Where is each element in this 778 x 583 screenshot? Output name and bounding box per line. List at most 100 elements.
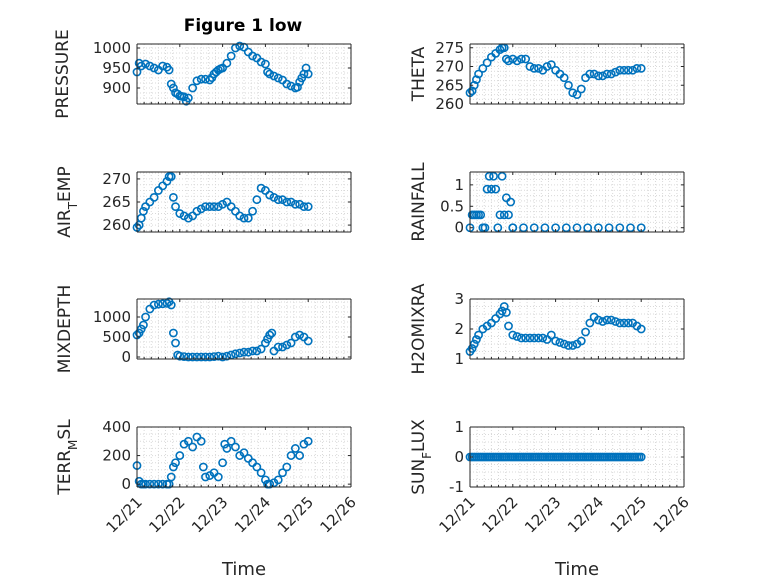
y-tick-label: 0 — [121, 475, 131, 493]
data-point — [183, 213, 193, 223]
data-point — [619, 318, 629, 328]
data-point — [209, 352, 219, 361]
data-point — [243, 213, 253, 223]
data-point — [576, 336, 586, 346]
data-point — [205, 75, 215, 85]
data-point — [158, 61, 168, 71]
data-point — [141, 312, 150, 322]
data-point — [581, 327, 590, 337]
data-point — [188, 83, 198, 93]
data-point — [619, 65, 629, 75]
data-point — [636, 63, 646, 73]
data-point — [175, 451, 185, 460]
data-point — [499, 210, 509, 220]
x-tick-label: 12/22 — [478, 493, 521, 536]
data-point — [589, 69, 599, 79]
data-point — [623, 318, 633, 328]
data-point — [295, 451, 305, 460]
data-point — [179, 352, 189, 361]
data-point — [519, 223, 528, 233]
data-point — [192, 206, 202, 216]
y-tick-label: -1 — [449, 478, 464, 496]
subplot-terr-msl: 12/21 12/22 12/23 12/24 12/25 12/26 0 200 400 TER… — [55, 418, 360, 580]
y-tick-label: 0.5 — [440, 197, 464, 215]
y-tick-label: 0 — [121, 348, 131, 366]
data-point — [235, 348, 245, 358]
data-point — [497, 306, 507, 316]
data-point — [226, 202, 236, 212]
data-point — [166, 300, 176, 310]
data-point — [594, 71, 603, 81]
data-point — [158, 181, 168, 191]
data-point — [493, 223, 503, 233]
data-point — [145, 479, 155, 489]
data-point — [252, 462, 262, 472]
subplot-mixdepth: 0 500 1000 MIXDEPTH — [55, 285, 352, 374]
subplot-air-temp: 260 265 270 AIRTEMP — [55, 166, 352, 238]
data-point — [139, 206, 148, 216]
data-point — [516, 333, 526, 343]
data-point — [239, 213, 249, 223]
data-point — [273, 73, 283, 83]
data-point — [636, 324, 646, 334]
data-point — [145, 61, 155, 71]
data-point — [171, 202, 180, 212]
data-point — [602, 315, 612, 325]
data-point — [273, 195, 283, 205]
data-point — [269, 192, 279, 202]
y-axis-label: MIXDEPTH — [55, 285, 75, 374]
y-tick-label: 1000 — [93, 39, 131, 57]
y-tick-label: 275 — [435, 39, 464, 57]
data-point — [555, 338, 565, 347]
data-point — [491, 314, 501, 323]
data-point — [196, 204, 206, 214]
data-point — [179, 211, 189, 221]
data-point — [188, 442, 198, 452]
data-point — [636, 452, 646, 462]
data-point — [486, 184, 496, 194]
data-point — [265, 330, 275, 340]
data-point — [278, 342, 287, 352]
data-point — [213, 351, 223, 361]
data-point — [482, 58, 492, 68]
data-point — [218, 199, 227, 209]
x-tick-label: 12/21 — [436, 493, 479, 536]
y-tick-label: 950 — [102, 59, 131, 77]
y-tick-label: 265 — [102, 193, 131, 211]
data-point — [495, 210, 505, 220]
data-point — [478, 63, 488, 73]
data-point — [168, 83, 178, 93]
data-point — [153, 299, 163, 309]
data-point — [299, 202, 309, 212]
data-point — [235, 41, 245, 51]
data-point — [256, 344, 266, 354]
data-point — [568, 88, 578, 98]
data-point — [491, 184, 501, 194]
data-point — [585, 318, 595, 328]
data-point — [542, 62, 552, 71]
data-point — [175, 209, 185, 218]
data-point — [525, 62, 535, 71]
data-point — [136, 213, 146, 223]
data-point — [256, 468, 266, 478]
data-point — [497, 171, 507, 181]
data-point — [508, 330, 518, 340]
data-point — [303, 69, 313, 79]
data-point — [278, 468, 287, 478]
data-point — [529, 63, 539, 73]
data-point — [248, 458, 257, 468]
data-point — [265, 479, 275, 489]
data-point — [239, 448, 249, 458]
data-point — [467, 86, 477, 96]
y-axis-label: PRESSURE — [53, 29, 73, 118]
data-point — [243, 347, 253, 357]
data-point — [534, 333, 543, 343]
data-point — [196, 74, 206, 84]
data-point — [175, 351, 185, 361]
y-tick-label: 0 — [454, 448, 464, 466]
data-point — [256, 183, 266, 193]
data-point — [179, 92, 189, 102]
data-point — [611, 317, 620, 326]
data-point — [290, 199, 300, 209]
